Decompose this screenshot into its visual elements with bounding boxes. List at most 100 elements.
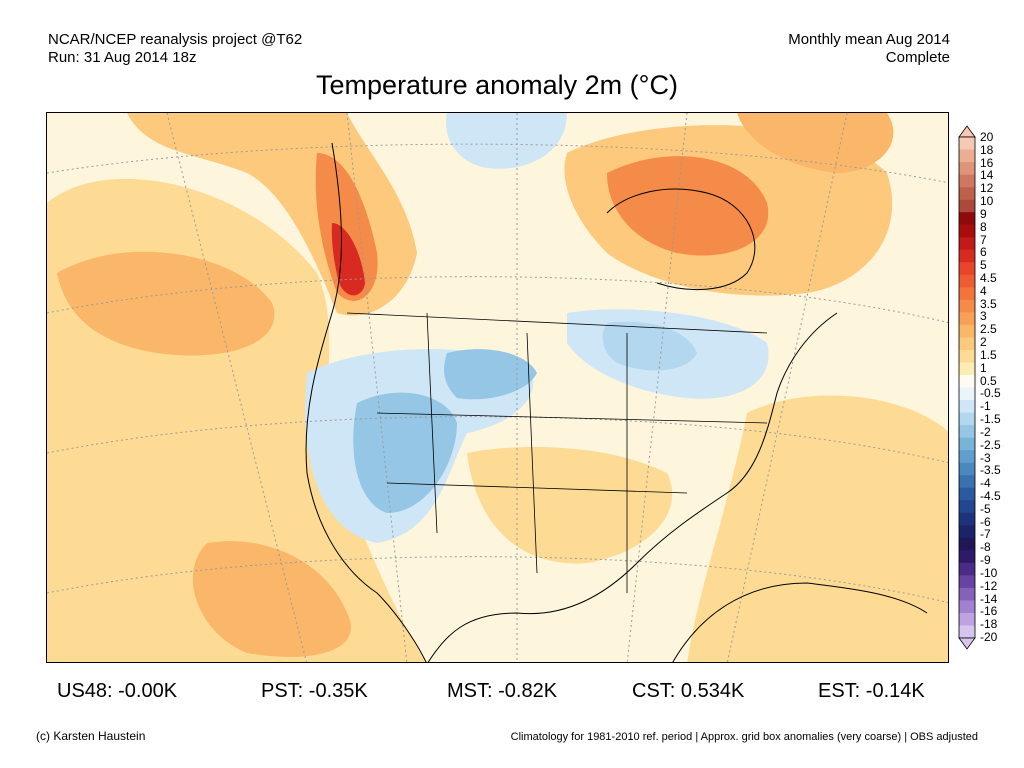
stat-cst: CST: 0.534K bbox=[632, 680, 745, 702]
status-label: Complete bbox=[885, 49, 950, 66]
colorbar-label: -18 bbox=[980, 617, 998, 632]
colorbar-swatch bbox=[959, 162, 975, 175]
colorbar-swatch bbox=[959, 249, 975, 263]
colorbar-swatch bbox=[959, 600, 975, 614]
colorbar-label: -10 bbox=[980, 565, 998, 580]
colorbar-top-arrow bbox=[958, 125, 976, 138]
colorbar-swatch bbox=[959, 475, 975, 488]
colorbar-label: 1.5 bbox=[980, 347, 997, 362]
colorbar-label: -5 bbox=[980, 501, 991, 516]
colorbar-swatch bbox=[959, 550, 975, 564]
colorbar-label: -9 bbox=[980, 553, 991, 568]
colorbar-swatch bbox=[959, 337, 975, 351]
colorbar-swatch bbox=[959, 512, 975, 526]
colorbar-label: 18 bbox=[980, 142, 994, 157]
graticule bbox=[47, 113, 948, 662]
colorbar-swatch bbox=[959, 525, 975, 539]
colorbar-label: 3.5 bbox=[980, 296, 997, 311]
colorbar-swatch bbox=[959, 262, 975, 276]
colorbar-label: -0.5 bbox=[980, 386, 1001, 401]
colorbar-swatch bbox=[959, 137, 975, 150]
southern-plains-warm bbox=[467, 447, 673, 564]
greenland-warm bbox=[737, 113, 894, 173]
colorbar-label: 20 bbox=[980, 130, 994, 144]
map-canvas bbox=[47, 113, 948, 662]
colorbar-swatch bbox=[959, 212, 975, 225]
colorbar bbox=[958, 125, 976, 650]
colorbar-label: 12 bbox=[980, 181, 994, 196]
colorbar-label: 0.5 bbox=[980, 373, 997, 388]
colorbar-swatch bbox=[959, 149, 975, 163]
colorbar-swatch bbox=[959, 199, 975, 213]
colorbar-label: -3.5 bbox=[980, 463, 1001, 478]
subtropic-warm-core bbox=[192, 541, 351, 658]
bc-hot-core bbox=[331, 223, 365, 296]
colorbar-swatch bbox=[959, 299, 975, 313]
colorbar-swatch bbox=[959, 412, 975, 426]
colorbar-label: 4 bbox=[980, 283, 987, 298]
colorbar-label: 4.5 bbox=[980, 271, 997, 286]
borders bbox=[346, 312, 768, 593]
colorbar-label: 1 bbox=[980, 360, 987, 375]
great-lakes-cool-core bbox=[602, 321, 697, 371]
colorbar-swatch bbox=[959, 537, 975, 551]
map-title: Temperature anomaly 2m (°C) bbox=[316, 70, 678, 100]
colorbar-bottom-arrow bbox=[958, 637, 976, 650]
colorbar-label: 3 bbox=[980, 309, 987, 324]
colorbar-swatch bbox=[959, 324, 975, 338]
colorbar-label: -1.5 bbox=[980, 412, 1001, 427]
climatology-note: Climatology for 1981-2010 ref. period | … bbox=[510, 731, 978, 743]
colorbar-swatch bbox=[959, 237, 975, 251]
colorbar-label: -7 bbox=[980, 527, 991, 542]
colorbar-label: 9 bbox=[980, 206, 987, 221]
colorbar-label: 6 bbox=[980, 245, 987, 260]
stat-mst: MST: -0.82K bbox=[447, 680, 558, 702]
colorbar-swatch bbox=[959, 362, 975, 376]
colorbar-swatch bbox=[959, 562, 975, 576]
colorbar-label: -20 bbox=[980, 629, 998, 644]
colorbar-label: -8 bbox=[980, 540, 991, 555]
coastlines bbox=[305, 142, 928, 662]
colorbar-swatch bbox=[959, 224, 975, 238]
stat-pst: PST: -0.35K bbox=[261, 680, 368, 702]
colorbar-swatch bbox=[959, 487, 975, 501]
colorbar-label: 8 bbox=[980, 219, 987, 234]
colorbar-swatch bbox=[959, 450, 975, 463]
colorbar-label: -4.5 bbox=[980, 488, 1001, 503]
colorbar-swatch bbox=[959, 374, 975, 388]
colorbar-label: 2 bbox=[980, 335, 987, 350]
pacific-warm-core bbox=[57, 251, 275, 356]
stat-est: EST: -0.14K bbox=[818, 680, 925, 702]
colorbar-swatch bbox=[959, 625, 975, 639]
colorbar-label: -16 bbox=[980, 604, 998, 619]
colorbar-label: -12 bbox=[980, 578, 998, 593]
regional-stats: US48: -0.00K PST: -0.35K MST: -0.82K CST… bbox=[0, 680, 1024, 704]
colorbar-swatch bbox=[959, 575, 975, 589]
arctic-cool bbox=[446, 113, 567, 169]
colorbar-swatch bbox=[959, 437, 975, 451]
rockies-cool-core bbox=[353, 392, 457, 513]
colorbar-swatch bbox=[959, 462, 975, 476]
stat-us48: US48: -0.00K bbox=[57, 680, 178, 702]
run-info: NCAR/NCEP reanalysis project @T62 Run: 3… bbox=[48, 31, 302, 67]
colorbar-label: -1 bbox=[980, 399, 991, 414]
colorbar-swatch bbox=[959, 387, 975, 401]
colorbar-label: 14 bbox=[980, 168, 994, 183]
period-label: Monthly mean Aug 2014 bbox=[788, 31, 950, 48]
run-time-label: Run: 31 Aug 2014 18z bbox=[48, 49, 197, 66]
colorbar-swatch bbox=[959, 187, 975, 200]
colorbar-label: -2 bbox=[980, 424, 991, 439]
colorbar-swatch bbox=[959, 287, 975, 301]
colorbar-label: -6 bbox=[980, 514, 991, 529]
colorbar-label: 10 bbox=[980, 194, 994, 209]
colorbar-swatch bbox=[959, 587, 975, 601]
colorbar-label: -4 bbox=[980, 476, 991, 491]
colorbar-label: -3 bbox=[980, 450, 991, 465]
colorbar-label: 7 bbox=[980, 232, 987, 247]
colorbar-swatch bbox=[959, 274, 975, 288]
colorbar-swatch bbox=[959, 349, 975, 363]
colorbar-swatch bbox=[959, 400, 975, 413]
anomaly-map[interactable] bbox=[46, 112, 949, 663]
project-label: NCAR/NCEP reanalysis project @T62 bbox=[48, 31, 303, 48]
colorbar-swatch bbox=[959, 312, 975, 326]
